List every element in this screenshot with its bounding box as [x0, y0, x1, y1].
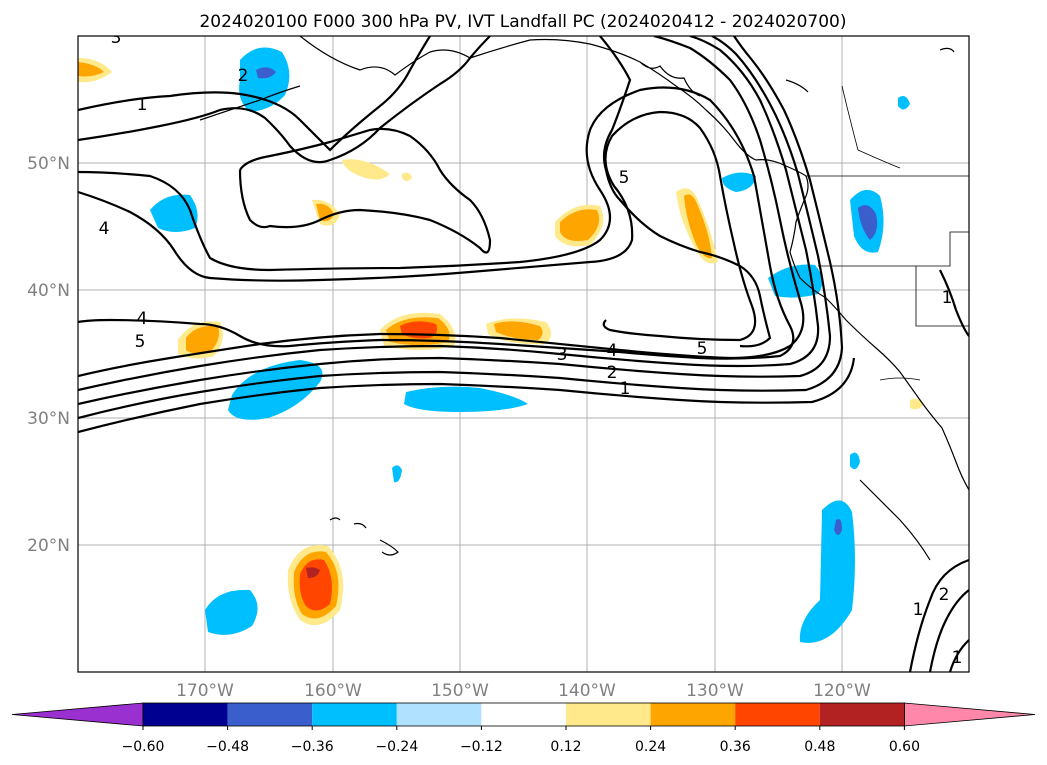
- contour-line: [928, 589, 969, 672]
- contour-label: 1: [952, 648, 963, 668]
- contour-label: 1: [913, 600, 924, 620]
- contour-label: 3: [557, 345, 568, 365]
- pv-negative-area: [722, 172, 756, 192]
- lon-label: 140°W: [558, 681, 616, 701]
- contour-label: 2: [607, 363, 618, 383]
- colorbar-tick-label: 0.36: [720, 739, 751, 755]
- colorbar-segment: [396, 703, 482, 726]
- contour-line: [78, 357, 856, 434]
- latitude-labels: 50°N 40°N 30°N 20°N: [27, 154, 70, 556]
- colorbar-segment: [819, 703, 905, 726]
- contour-label: 1: [137, 95, 148, 115]
- colorbar-segment: [481, 703, 566, 726]
- contour-label: 4: [99, 219, 110, 239]
- pv-negative-area: [404, 386, 528, 412]
- pv-negative-area: [392, 465, 402, 483]
- lon-label: 130°W: [686, 681, 744, 701]
- pv-negative-area: [228, 360, 323, 420]
- contour-line: [78, 36, 431, 152]
- contour-line: [78, 110, 757, 342]
- pv-positive-core: [560, 209, 600, 241]
- colorbar-segment: [650, 703, 736, 726]
- contour-line: [599, 36, 772, 348]
- colorbar-tick-label: −0.12: [460, 739, 503, 755]
- colorbar-tick-label: 0.48: [804, 739, 835, 755]
- contour-label: 3: [111, 28, 122, 48]
- contour-line: [908, 558, 969, 672]
- colorbar-extension-high: [904, 702, 1036, 727]
- pv-positive-area: [342, 159, 390, 180]
- contour-line: [78, 86, 795, 360]
- contour-label: 4: [607, 341, 618, 361]
- colorbar-tick-label: −0.24: [375, 739, 418, 755]
- contour-line: [939, 269, 969, 337]
- contour-line: [78, 36, 491, 164]
- pv-positive-high: [306, 567, 320, 578]
- lon-label: 150°W: [431, 681, 489, 701]
- contour-label: 5: [619, 168, 630, 188]
- colorbar-tick-label: 0.24: [635, 739, 666, 755]
- contour-line: [78, 36, 805, 378]
- colorbar-tick-label: −0.48: [206, 739, 249, 755]
- longitude-labels: 170°W 160°W 150°W 140°W 130°W 120°W: [176, 681, 871, 701]
- contour-line: [948, 639, 969, 672]
- contour-label: 2: [939, 585, 950, 605]
- lon-label: 120°W: [813, 681, 871, 701]
- pv-negative-core: [858, 205, 878, 240]
- lon-label: 160°W: [304, 681, 362, 701]
- contour-label: 5: [697, 339, 708, 359]
- map-panel: 1 2 3 4 5 4 5 3 4 5 2 1 1 1 2 1: [78, 28, 969, 672]
- colorbar-tick-label: −0.36: [291, 739, 334, 755]
- pv-negative-area: [799, 500, 855, 643]
- colorbar-tick-label: 0.12: [550, 739, 581, 755]
- lon-label: 170°W: [176, 681, 234, 701]
- contour-label: 5: [135, 332, 146, 352]
- colorbar-segment: [227, 703, 313, 726]
- contour-label: 1: [620, 379, 631, 399]
- colorbar-segment: [143, 703, 228, 726]
- colorbar-tick-label: 0.60: [889, 739, 920, 755]
- colorbar: −0.60 −0.48 −0.36 −0.24 −0.12 0.12 0.24 0.36 0.4…: [11, 702, 1036, 755]
- lat-label: 50°N: [27, 154, 70, 174]
- colorbar-outline: [142, 702, 905, 727]
- contour-label: 1: [942, 288, 953, 308]
- pv-negative-area: [205, 589, 258, 635]
- pv-positive-area: [402, 172, 412, 181]
- contour-line: [78, 36, 844, 420]
- colorbar-segment: [566, 703, 651, 726]
- ivt-contours: [78, 36, 969, 672]
- pv-negative-area: [850, 452, 860, 470]
- map-frame: [77, 35, 970, 673]
- pv-negative-core: [256, 67, 276, 79]
- colorbar-extension-low: [11, 702, 144, 727]
- lat-label: 30°N: [27, 409, 70, 429]
- pv-positive-core: [684, 194, 712, 259]
- pv-positive-mid: [299, 559, 332, 611]
- pv-positive-core: [78, 62, 104, 77]
- contour-label: 4: [137, 309, 148, 329]
- pv-positive-core: [186, 325, 219, 354]
- political-borders: [806, 85, 969, 381]
- pv-negative-area: [898, 96, 910, 110]
- map-title: 2024020100 F000 300 hPa PV, IVT Landfall…: [199, 12, 846, 32]
- colorbar-segment: [312, 703, 397, 726]
- contour-line: [238, 127, 492, 254]
- pv-negative-area: [150, 194, 198, 232]
- contour-line: [78, 36, 820, 392]
- contour-labels: 1 2 3 4 5 4 5 3 4 5 2 1 1 1 2 1: [99, 28, 963, 668]
- pv-positive-core: [494, 321, 543, 340]
- lat-label: 20°N: [27, 536, 70, 556]
- colorbar-segment: [735, 703, 820, 726]
- contour-line: [78, 36, 832, 406]
- lat-label: 40°N: [27, 281, 70, 301]
- pv-negative-core: [834, 519, 842, 535]
- contour-label: 2: [238, 66, 249, 86]
- colorbar-tick-label: −0.60: [122, 739, 165, 755]
